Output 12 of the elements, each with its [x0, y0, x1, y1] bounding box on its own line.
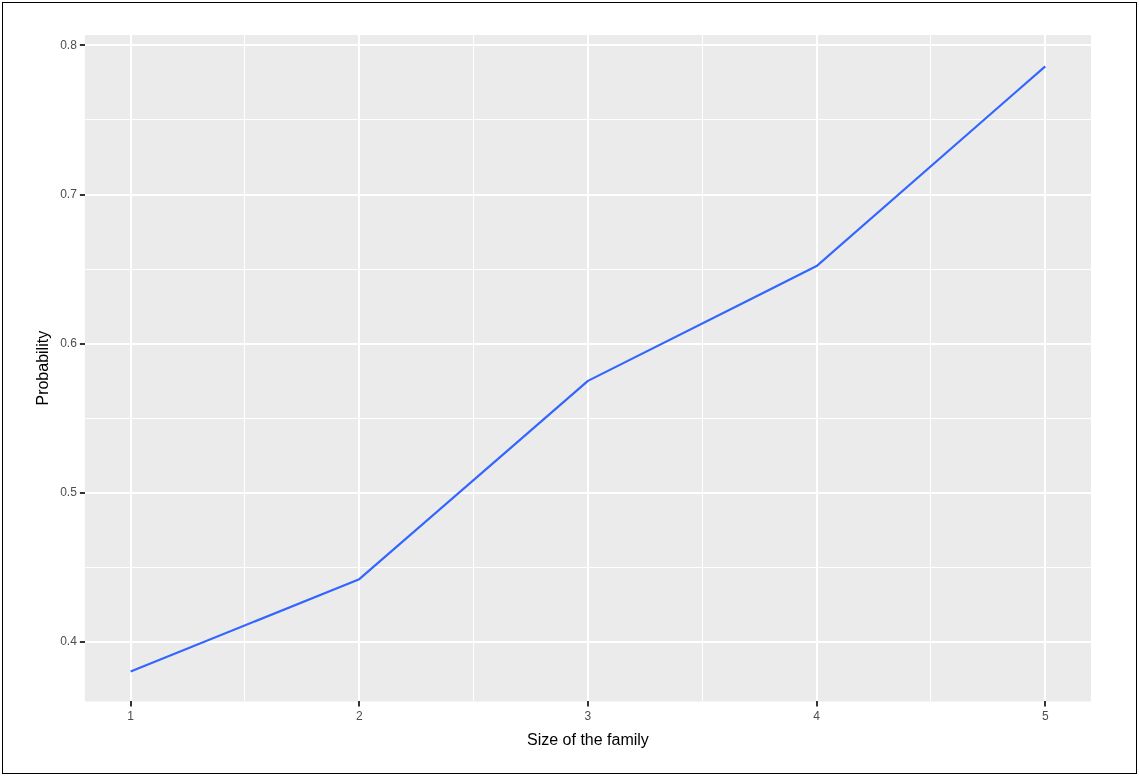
y-tick-label: 0.6	[60, 335, 78, 350]
y-axis-title: Probability	[34, 330, 52, 406]
x-axis-title: Size of the family	[527, 730, 649, 748]
y-tick-label: 0.5	[60, 485, 78, 499]
x-tick-label: 4	[813, 708, 821, 723]
y-tick-label: 0.7	[60, 186, 78, 201]
x-tick-label: 3	[584, 708, 592, 723]
x-tick-label: 1	[127, 708, 135, 723]
x-tick-label: 5	[1041, 708, 1049, 723]
x-tick-label: 2	[355, 708, 363, 723]
y-tick-label: 0.4	[60, 634, 78, 649]
y-tick-label: 0.8	[60, 37, 78, 52]
